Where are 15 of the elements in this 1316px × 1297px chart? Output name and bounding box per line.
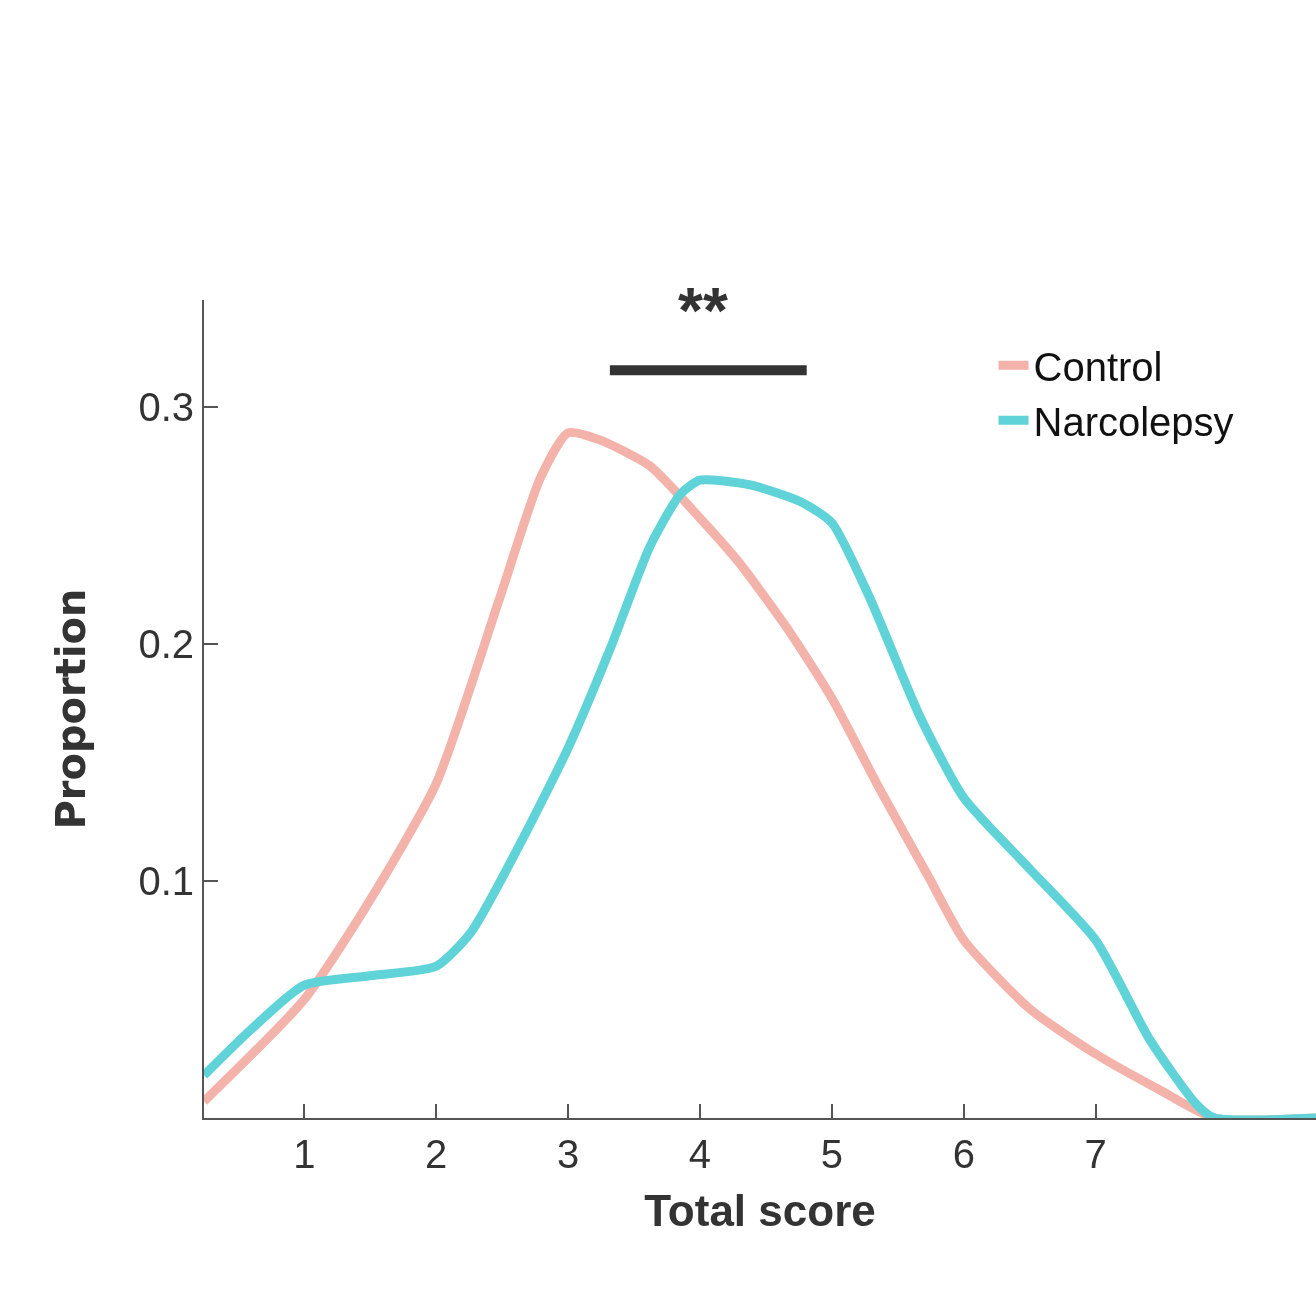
x-axis-title: Total score: [644, 1185, 876, 1235]
y-axis-title: Proportion: [48, 588, 95, 830]
x-tick-label: 3: [556, 1132, 580, 1176]
y-tick-label: 0.1: [138, 858, 194, 903]
annotation: **: [678, 275, 728, 347]
y-tick-label: 0.3: [138, 384, 194, 429]
x-tick-label: 5: [820, 1132, 844, 1176]
legend-label: Control: [1033, 344, 1163, 389]
x-tick-label: 4: [688, 1132, 712, 1176]
x-tick-label: 2: [425, 1132, 448, 1176]
x-tick-label: 6: [952, 1132, 975, 1176]
x-tick-label: 1: [293, 1132, 316, 1176]
x-tick-label: 7: [1084, 1132, 1107, 1176]
legend-label: Narcolepsy: [1033, 399, 1234, 444]
y-tick-label: 0.2: [138, 621, 194, 666]
